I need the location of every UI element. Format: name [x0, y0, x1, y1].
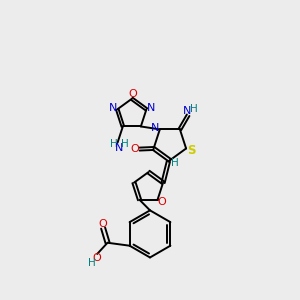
Text: N: N [182, 106, 191, 116]
Text: S: S [187, 144, 195, 157]
Text: O: O [93, 254, 102, 263]
Text: O: O [129, 89, 137, 99]
Text: N: N [147, 103, 155, 113]
Text: O: O [99, 219, 107, 229]
Text: H: H [190, 104, 197, 114]
Text: H: H [88, 258, 96, 268]
Text: O: O [158, 197, 166, 207]
Text: N: N [115, 143, 123, 153]
Text: N: N [108, 103, 117, 113]
Text: H: H [110, 139, 117, 148]
Text: H: H [171, 158, 179, 168]
Text: H: H [121, 139, 129, 149]
Text: O: O [131, 144, 140, 154]
Text: N: N [151, 123, 160, 133]
